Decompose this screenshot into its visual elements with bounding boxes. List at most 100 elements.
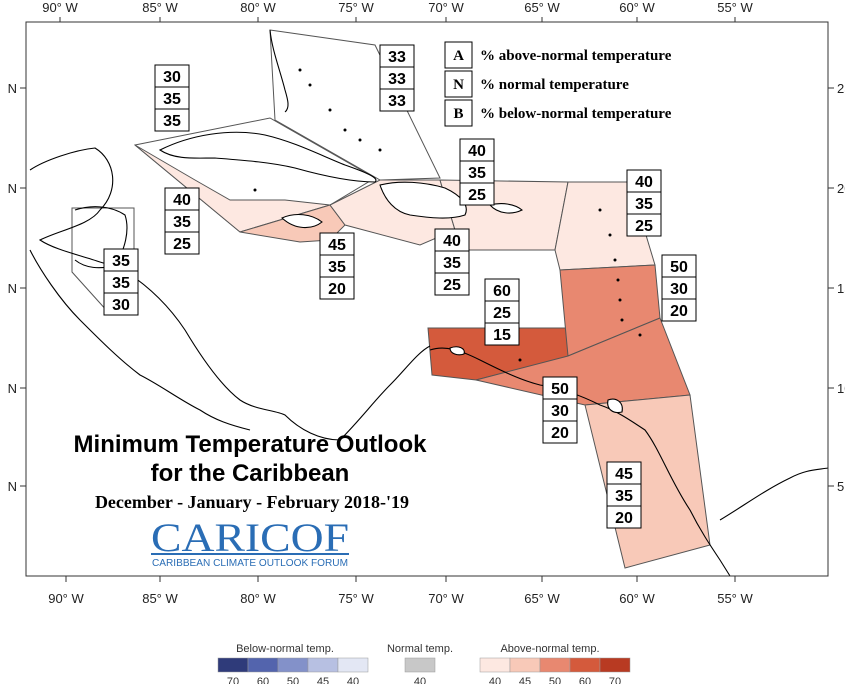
prob-cell-above: 35 [103, 248, 139, 272]
prob-value-normal: 25 [493, 305, 511, 322]
above-scale-swatch [479, 657, 511, 673]
prob-cell-box [459, 182, 495, 206]
above-scale-label: 60 [579, 676, 591, 684]
prob-cell-below: 25 [459, 182, 495, 206]
lat-tick-left-25: N [8, 81, 17, 96]
below-scale-label: 40 [347, 676, 359, 684]
title-line-2: for the Caribbean [151, 460, 350, 487]
lon-tick-60-bottom: 60° W [619, 591, 655, 606]
prob-cell-below: 15 [484, 322, 520, 346]
prob-cell-below: 20 [319, 276, 355, 300]
prob-cell-box [606, 505, 642, 529]
above-scale-label: 40 [489, 676, 501, 684]
prob-cell-below: 20 [606, 505, 642, 529]
prob-cell-above: 45 [319, 232, 355, 256]
prob-cell-normal: 35 [606, 483, 642, 507]
prob-value-below: 20 [615, 510, 633, 527]
logo-subtitle: CARIBBEAN CLIMATE OUTLOOK FORUM [152, 558, 348, 569]
coast-florida [269, 29, 289, 113]
prob-value-normal: 35 [328, 259, 346, 276]
prob-cell-normal: 33 [379, 66, 415, 90]
prob-cell-above: 45 [606, 461, 642, 485]
below-scale-label: 45 [317, 676, 329, 684]
lon-tick-60: 60° W [619, 0, 655, 15]
prob-value-normal: 33 [388, 71, 406, 88]
prob-cell-normal: 35 [154, 86, 190, 110]
coast-gulf-central-america [29, 147, 431, 441]
prob-cell-below: 20 [542, 420, 578, 444]
prob-value-normal: 30 [670, 281, 688, 298]
prob-cell-normal: 35 [319, 254, 355, 278]
prob-cell-below: 20 [661, 298, 697, 322]
lon-tick-55: 55° W [717, 0, 753, 15]
region-bahamas [269, 29, 441, 181]
prob-cell-normal: 35 [626, 191, 662, 215]
key-box-a [444, 41, 473, 69]
prob-value-below: 25 [443, 277, 461, 294]
prob-cell-above: 40 [164, 187, 200, 211]
below-scale-label: 70 [227, 676, 239, 684]
key-text-above: % above-normal temperature [480, 48, 672, 64]
lat-tick-right-5: 5° [837, 479, 845, 494]
lat-tick-right-20: 20° [837, 181, 845, 196]
prob-cell-normal: 35 [459, 160, 495, 184]
prob-cell-box [164, 231, 200, 255]
prob-value-below: 33 [388, 93, 406, 110]
below-scale-swatch [277, 657, 309, 673]
prob-value-above: 40 [635, 174, 653, 191]
key-box-b [444, 99, 473, 127]
prob-cell-below: 25 [164, 231, 200, 255]
lat-tick-right-10: 10° [837, 381, 845, 396]
coast-central-america-pacific [29, 249, 251, 431]
prob-cell-above: 40 [434, 228, 470, 252]
prob-cell-box [154, 108, 190, 132]
lon-tick-75-bottom: 75° W [338, 591, 374, 606]
below-scale-label: 60 [257, 676, 269, 684]
lon-tick-90-bottom: 90° W [48, 591, 84, 606]
prob-cell-normal: 30 [542, 398, 578, 422]
caricof-logo: CARICOF CARIBBEAN CLIMATE OUTLOOK FORUM [151, 515, 349, 569]
island-cuba [158, 131, 377, 183]
prob-value-below: 25 [635, 218, 653, 235]
prob-cell-above: 40 [626, 169, 662, 193]
title-block: Minimum Temperature Outlook for the Cari… [74, 431, 428, 512]
prob-value-above: 40 [468, 143, 486, 160]
prob-value-normal: 30 [551, 403, 569, 420]
prob-cell-above: 33 [379, 44, 415, 68]
above-scale-swatch [599, 657, 631, 673]
prob-value-below: 20 [328, 281, 346, 298]
lat-tick-right-15: 15° [837, 281, 845, 296]
prob-value-above: 35 [112, 253, 130, 270]
above-scale-label: 70 [609, 676, 621, 684]
coast-south-america [429, 347, 731, 577]
key-text-below: % below-normal temperature [480, 106, 672, 122]
coast-brazil [719, 467, 829, 521]
prob-cell-above: 40 [459, 138, 495, 162]
tick-marks [20, 17, 834, 582]
prob-value-above: 45 [328, 237, 346, 254]
lat-ticks: N N N N N 25° 20° 15° 10° 5° [8, 81, 845, 494]
key-letter-n: N [453, 77, 464, 93]
above-scale-swatch [509, 657, 541, 673]
prob-cell-normal: 25 [484, 300, 520, 324]
logo-name: CARICOF [151, 515, 349, 560]
prob-cell-box [484, 322, 520, 346]
color-scale: Below-normal temp. Normal temp. Above-no… [217, 643, 631, 684]
region-guianas [584, 394, 711, 569]
islands [158, 131, 623, 414]
key-text-normal: % normal temperature [480, 77, 629, 93]
prob-value-below: 25 [173, 236, 191, 253]
lon-tick-55-bottom: 55° W [717, 591, 753, 606]
normal-scale-swatch [404, 657, 436, 673]
lon-tick-80-bottom: 80° W [240, 591, 276, 606]
above-scale-swatch [539, 657, 571, 673]
prob-value-above: 50 [551, 381, 569, 398]
prob-cell-above: 50 [542, 376, 578, 400]
prob-cell-box [103, 292, 139, 316]
key-letter-b: B [453, 106, 463, 122]
prob-cell-above: 60 [484, 278, 520, 302]
key-legend: A N B % above-normal temperature % norma… [444, 41, 672, 127]
prob-cell-box [661, 298, 697, 322]
lat-tick-left-20: N [8, 181, 17, 196]
